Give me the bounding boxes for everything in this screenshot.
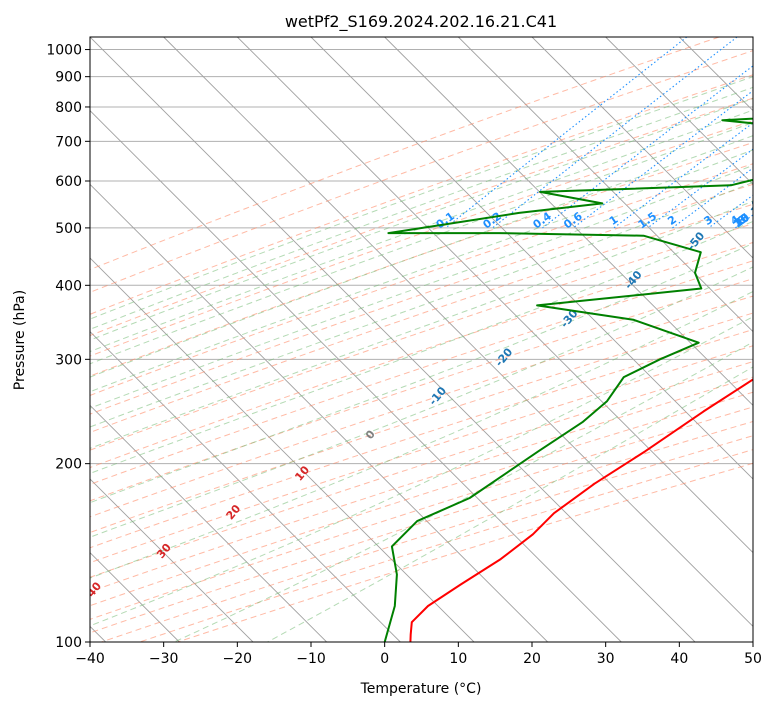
x-tick-label: −20: [223, 651, 253, 667]
moist-adiabat: [90, 181, 753, 428]
y-axis-label: Pressure (hPa): [12, 290, 28, 390]
dry-adiabat: [90, 97, 753, 337]
dry-adiabat-label: 40: [84, 579, 104, 599]
dry-adiabat: [90, 163, 753, 396]
y-tick-label: 700: [55, 134, 82, 150]
sounding-series: [383, 117, 753, 642]
y-tick-label: 600: [55, 174, 82, 190]
dry-adiabat: [90, 223, 753, 451]
dry-adiabat: [90, 74, 753, 315]
dry-adiabat: [90, 142, 753, 377]
dry-adiabat: [177, 462, 753, 642]
moist-adiabat: [267, 366, 753, 642]
mixing-ratio-line: [445, 37, 688, 229]
dewpoint-profile-line: [383, 117, 753, 642]
isotherm: [90, 110, 622, 642]
plot-area: 0.10.20.40.611.52346810131620253036-100-…: [84, 37, 769, 642]
moist-adiabat: [90, 220, 753, 474]
moist-adiabat: [173, 341, 753, 642]
isotherm: [90, 257, 475, 642]
isotherm: [90, 331, 401, 642]
moist-adiabats: [90, 76, 753, 642]
y-tick-label: 200: [55, 457, 82, 473]
x-tick-label: 50: [744, 651, 762, 667]
mixing-ratio-line: [672, 167, 753, 229]
y-tick-label: 100: [55, 635, 82, 651]
x-tick-label: −40: [75, 651, 105, 667]
y-tick-label: 300: [55, 352, 82, 368]
mixing-ratio-line: [542, 65, 753, 229]
y-tick-label: 400: [55, 278, 82, 294]
x-axis-ticks: −40 −30 −20 −10 0 10 20 30 40 50: [75, 642, 762, 667]
dry-adiabat-label: 30: [154, 541, 174, 561]
dry-adiabat: [90, 37, 720, 271]
isotherm: [90, 37, 696, 642]
temperature-profile-line: [409, 378, 753, 642]
dry-adiabat: [90, 391, 753, 607]
isotherm: [90, 404, 327, 642]
dry-adiabat: [90, 260, 753, 485]
x-tick-label: 10: [449, 651, 467, 667]
isotherm: [90, 183, 548, 642]
isotherm: [237, 37, 753, 554]
isotherm: [679, 37, 753, 112]
y-tick-label: 800: [55, 100, 82, 116]
x-axis-label: Temperature (°C): [360, 681, 482, 697]
moist-adiabat: [90, 149, 753, 393]
moist-adiabat: [90, 121, 753, 365]
plot-frame: [89, 36, 754, 643]
moist-adiabat: [90, 98, 753, 341]
x-tick-label: −10: [296, 651, 326, 667]
mixing-ratio-label: 1: [607, 213, 621, 228]
y-tick-label: 1000: [46, 43, 82, 59]
y-axis-ticks: 100 200 300 400 500 600 700 800 900 1000: [46, 43, 90, 651]
dry-adiabat: [90, 312, 753, 534]
isotherm: [458, 37, 753, 333]
dry-adiabat: [90, 50, 753, 293]
dry-adiabat: [90, 361, 753, 578]
dry-adiabat-label: -20: [493, 345, 516, 369]
dry-adiabat: [101, 435, 753, 642]
dry-adiabat-label: 10: [292, 463, 312, 483]
dry-adiabat: [90, 278, 753, 502]
y-tick-label: 500: [55, 221, 82, 237]
mixing-ratio-line: [492, 37, 738, 229]
mixing-ratio-label: 3: [701, 213, 715, 228]
mixing-ratio-label: 2: [665, 213, 679, 228]
isotherm: [310, 37, 753, 480]
moist-adiabat: [90, 290, 753, 579]
y-tick-label: 900: [55, 70, 82, 86]
isotherm: [531, 37, 753, 259]
moist-adiabat: [90, 164, 753, 409]
dry-adiabat-label: -10: [426, 384, 449, 408]
x-tick-label: 40: [670, 651, 688, 667]
isotherm: [752, 37, 753, 38]
dry-adiabat-label: 20: [224, 502, 244, 522]
moist-adiabat: [90, 135, 753, 378]
moist-adiabat: [90, 316, 753, 627]
chart-title: wetPf2_S169.2024.202.16.21.C41: [285, 12, 557, 32]
mixing-ratio-line: [734, 214, 753, 229]
mixing-ratio-line: [572, 90, 753, 229]
moist-adiabat: [90, 200, 753, 449]
pressure-gridlines: [90, 49, 753, 642]
dry-adiabat-label: -60: [746, 190, 769, 214]
moist-adiabat: [90, 109, 753, 353]
isotherm: [90, 478, 254, 642]
isotherm: [384, 37, 753, 406]
x-tick-label: −30: [149, 651, 179, 667]
moist-adiabat: [90, 76, 753, 320]
mixing-ratio-lines: [445, 37, 753, 229]
isotherm: [605, 37, 753, 185]
isotherm: [163, 37, 753, 627]
dry-adiabat: [90, 329, 753, 549]
x-tick-label: 30: [597, 651, 615, 667]
x-tick-label: 0: [380, 651, 389, 667]
x-tick-label: 20: [523, 651, 541, 667]
dry-adiabat-label: -40: [622, 268, 645, 292]
